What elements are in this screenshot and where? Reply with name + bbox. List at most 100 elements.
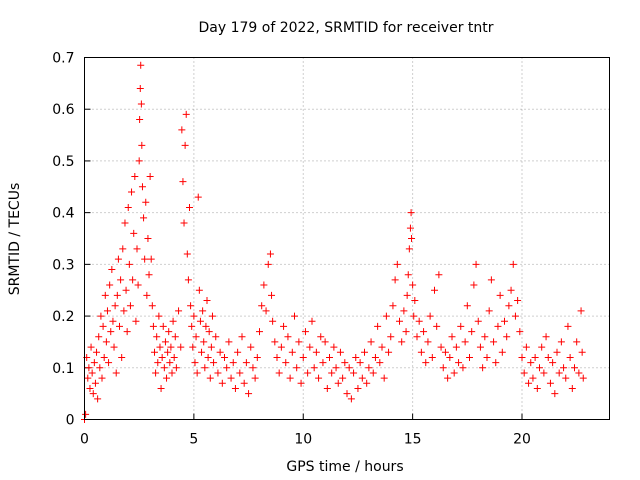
data-point bbox=[435, 271, 443, 279]
data-point bbox=[212, 333, 220, 341]
data-point bbox=[562, 374, 570, 382]
data-point bbox=[122, 286, 130, 294]
data-point bbox=[444, 374, 452, 382]
data-point bbox=[117, 276, 125, 284]
data-point bbox=[483, 353, 491, 361]
data-point bbox=[529, 374, 537, 382]
data-point bbox=[564, 322, 572, 330]
x-axis-label: GPS time / hours bbox=[286, 459, 403, 475]
data-point bbox=[560, 364, 568, 372]
x-tick-label: 15 bbox=[404, 432, 422, 448]
data-point bbox=[433, 322, 441, 330]
data-point bbox=[131, 172, 139, 180]
data-point bbox=[208, 312, 216, 320]
data-point bbox=[119, 245, 127, 253]
data-point bbox=[485, 307, 493, 315]
data-point bbox=[180, 219, 188, 227]
data-point bbox=[126, 302, 134, 310]
data-point bbox=[153, 333, 161, 341]
data-point bbox=[229, 359, 237, 367]
data-point bbox=[91, 379, 99, 387]
data-point bbox=[129, 276, 137, 284]
data-point bbox=[107, 328, 115, 336]
data-point bbox=[527, 359, 535, 367]
data-point bbox=[88, 369, 96, 377]
data-point bbox=[85, 364, 93, 372]
data-point bbox=[385, 348, 393, 356]
data-point bbox=[210, 359, 218, 367]
data-point bbox=[148, 302, 156, 310]
data-point bbox=[405, 245, 413, 253]
data-point bbox=[441, 348, 449, 356]
data-point bbox=[191, 359, 199, 367]
data-point bbox=[96, 364, 104, 372]
data-point bbox=[189, 343, 197, 351]
data-point bbox=[93, 348, 101, 356]
data-point bbox=[343, 390, 351, 398]
data-point bbox=[317, 333, 325, 341]
data-point bbox=[522, 343, 530, 351]
data-point bbox=[291, 312, 298, 320]
data-point bbox=[120, 307, 128, 315]
data-point bbox=[262, 307, 270, 315]
y-tick-label: 0.3 bbox=[52, 257, 74, 273]
data-point bbox=[446, 353, 454, 361]
data-point bbox=[206, 374, 214, 382]
data-point bbox=[374, 322, 382, 330]
data-point bbox=[555, 369, 563, 377]
data-point bbox=[540, 369, 548, 377]
data-point bbox=[95, 333, 103, 341]
data-point bbox=[169, 317, 177, 325]
data-point bbox=[361, 348, 368, 356]
data-point bbox=[99, 322, 107, 330]
data-point bbox=[179, 178, 187, 186]
data-point bbox=[347, 395, 355, 403]
data-point bbox=[214, 369, 222, 377]
x-tick-label: 0 bbox=[80, 432, 89, 448]
data-point bbox=[184, 276, 192, 284]
data-point bbox=[145, 271, 153, 279]
data-point bbox=[350, 369, 358, 377]
data-point bbox=[177, 343, 185, 351]
data-point bbox=[109, 317, 117, 325]
data-point bbox=[154, 359, 162, 367]
data-point bbox=[494, 322, 502, 330]
data-point bbox=[549, 359, 557, 367]
data-point bbox=[132, 317, 140, 325]
data-point bbox=[312, 348, 320, 356]
data-point bbox=[365, 364, 373, 372]
data-point bbox=[98, 374, 106, 382]
data-point bbox=[269, 317, 277, 325]
data-point bbox=[164, 348, 172, 356]
data-point bbox=[137, 100, 145, 108]
data-point bbox=[426, 312, 434, 320]
data-point bbox=[247, 343, 255, 351]
data-point bbox=[546, 379, 554, 387]
data-point bbox=[525, 379, 533, 387]
data-point bbox=[492, 359, 500, 367]
data-point bbox=[266, 250, 274, 258]
data-point bbox=[167, 343, 175, 351]
data-point bbox=[156, 343, 164, 351]
data-points bbox=[81, 61, 587, 423]
data-point bbox=[118, 353, 126, 361]
data-point bbox=[553, 348, 561, 356]
data-point bbox=[330, 343, 338, 351]
data-point bbox=[194, 193, 202, 201]
data-point bbox=[461, 338, 469, 346]
data-point bbox=[137, 61, 145, 69]
data-point bbox=[198, 348, 206, 356]
data-point bbox=[165, 328, 173, 336]
data-point bbox=[195, 286, 203, 294]
data-point bbox=[459, 364, 467, 372]
data-point bbox=[536, 364, 543, 372]
data-point bbox=[183, 250, 191, 258]
data-point bbox=[332, 364, 340, 372]
data-point bbox=[503, 333, 511, 341]
data-point bbox=[566, 353, 574, 361]
data-point bbox=[135, 157, 143, 165]
data-point bbox=[112, 369, 120, 377]
data-point bbox=[428, 353, 436, 361]
data-point bbox=[323, 384, 331, 392]
